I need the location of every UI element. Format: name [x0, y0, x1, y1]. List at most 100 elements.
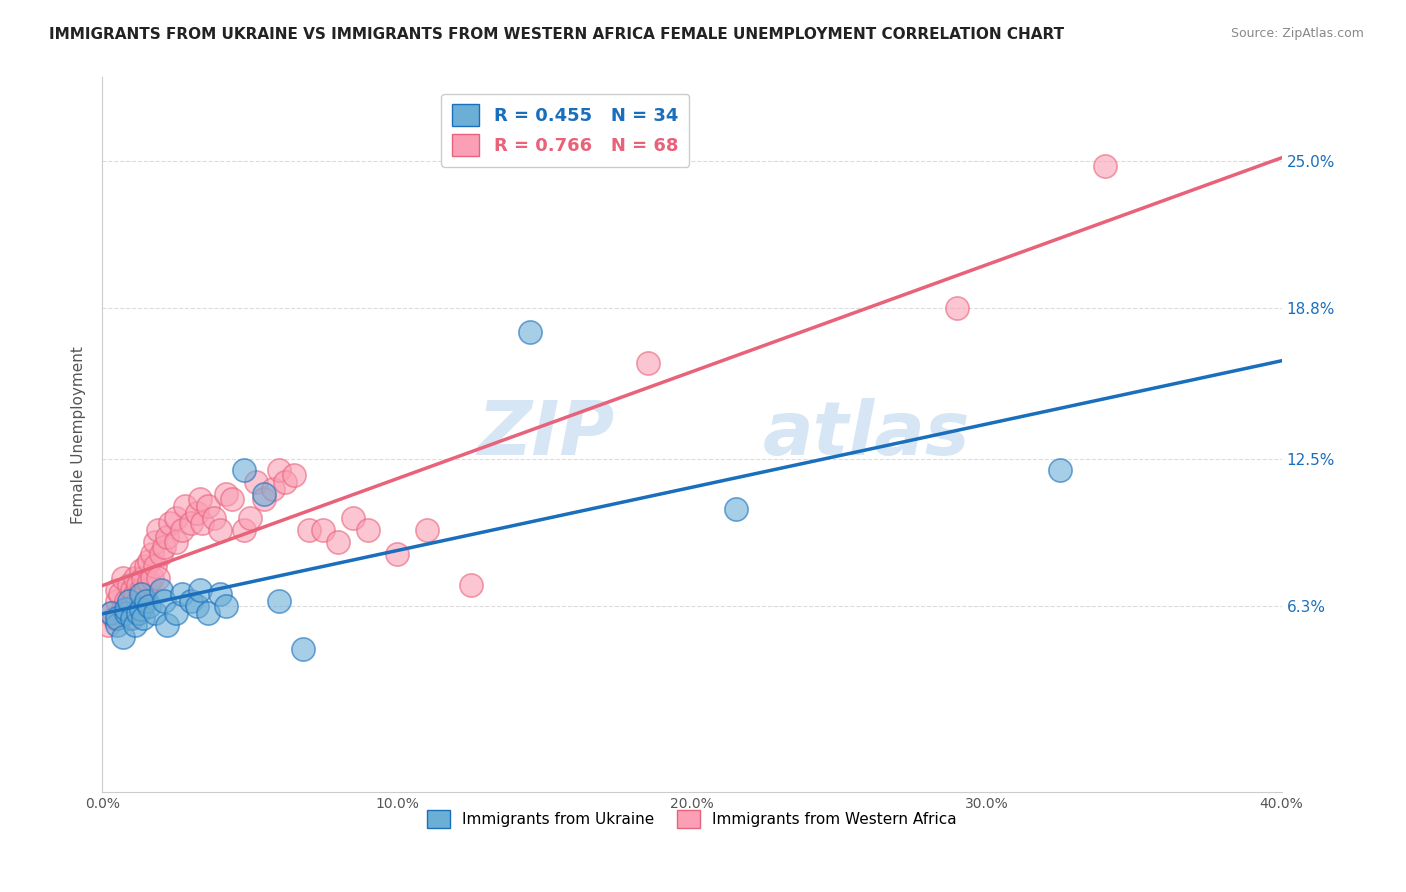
Point [159, 516, 181, 530]
Point [105, 582, 128, 597]
Point [165, 534, 187, 549]
Point [186, 599, 208, 614]
Point [129, 582, 152, 597]
Point [132, 571, 155, 585]
Legend: Immigrants from Ukraine, Immigrants from Western Africa: Immigrants from Ukraine, Immigrants from… [420, 804, 963, 834]
Point [274, 475, 297, 490]
Point [253, 491, 276, 506]
Point [232, 463, 254, 477]
Point [150, 582, 173, 597]
Point [165, 511, 187, 525]
Point [637, 356, 659, 370]
Point [132, 611, 155, 625]
Point [121, 582, 143, 597]
Point [283, 468, 305, 483]
Point [156, 530, 179, 544]
Point [1094, 159, 1116, 173]
Point [356, 523, 378, 537]
Point [118, 611, 141, 625]
Point [135, 558, 157, 573]
Point [143, 558, 166, 573]
Point [725, 501, 748, 516]
Point [121, 611, 143, 625]
Point [153, 594, 176, 608]
Point [103, 611, 125, 625]
Point [221, 491, 243, 506]
Point [148, 571, 170, 585]
Point [127, 578, 149, 592]
Point [114, 594, 136, 608]
Point [232, 523, 254, 537]
Point [188, 491, 211, 506]
Point [100, 607, 122, 621]
Point [165, 607, 187, 621]
Point [197, 499, 219, 513]
Point [460, 578, 482, 592]
Point [127, 607, 149, 621]
Point [156, 618, 179, 632]
Point [118, 594, 141, 608]
Point [202, 511, 225, 525]
Point [129, 601, 152, 615]
Text: ZIP: ZIP [478, 398, 616, 471]
Point [124, 587, 146, 601]
Point [326, 534, 349, 549]
Point [269, 463, 291, 477]
Point [105, 594, 128, 608]
Point [135, 582, 157, 597]
Point [148, 523, 170, 537]
Point [262, 483, 284, 497]
Text: IMMIGRANTS FROM UKRAINE VS IMMIGRANTS FROM WESTERN AFRICA FEMALE UNEMPLOYMENT CO: IMMIGRANTS FROM UKRAINE VS IMMIGRANTS FR… [49, 27, 1064, 42]
Point [173, 499, 195, 513]
Point [180, 594, 202, 608]
Point [114, 601, 136, 615]
Point [118, 578, 141, 592]
Point [312, 523, 335, 537]
Point [291, 642, 314, 657]
Point [188, 582, 211, 597]
Point [138, 575, 160, 590]
Point [143, 534, 166, 549]
Point [245, 475, 267, 490]
Point [121, 599, 143, 614]
Point [170, 587, 193, 601]
Point [269, 594, 291, 608]
Point [97, 618, 120, 632]
Point [239, 511, 262, 525]
Point [153, 540, 176, 554]
Point [141, 571, 163, 585]
Point [124, 618, 146, 632]
Point [170, 523, 193, 537]
Text: atlas: atlas [762, 398, 970, 471]
Point [191, 516, 214, 530]
Point [342, 511, 364, 525]
Point [100, 607, 122, 621]
Text: Source: ZipAtlas.com: Source: ZipAtlas.com [1230, 27, 1364, 40]
Point [209, 523, 232, 537]
Point [132, 587, 155, 601]
Point [253, 487, 276, 501]
Point [415, 523, 437, 537]
Point [519, 326, 541, 340]
Point [111, 571, 134, 585]
Point [129, 564, 152, 578]
Point [129, 587, 152, 601]
Point [215, 487, 238, 501]
Point [209, 587, 232, 601]
Point [105, 611, 128, 625]
Point [297, 523, 319, 537]
Point [111, 630, 134, 644]
Point [385, 547, 408, 561]
Point [124, 571, 146, 585]
Point [135, 594, 157, 608]
Point [186, 506, 208, 520]
Point [1049, 463, 1071, 477]
Point [108, 587, 131, 601]
Y-axis label: Female Unemployment: Female Unemployment [72, 346, 86, 524]
Point [150, 547, 173, 561]
Point [114, 607, 136, 621]
Point [141, 547, 163, 561]
Point [138, 554, 160, 568]
Point [114, 607, 136, 621]
Point [197, 607, 219, 621]
